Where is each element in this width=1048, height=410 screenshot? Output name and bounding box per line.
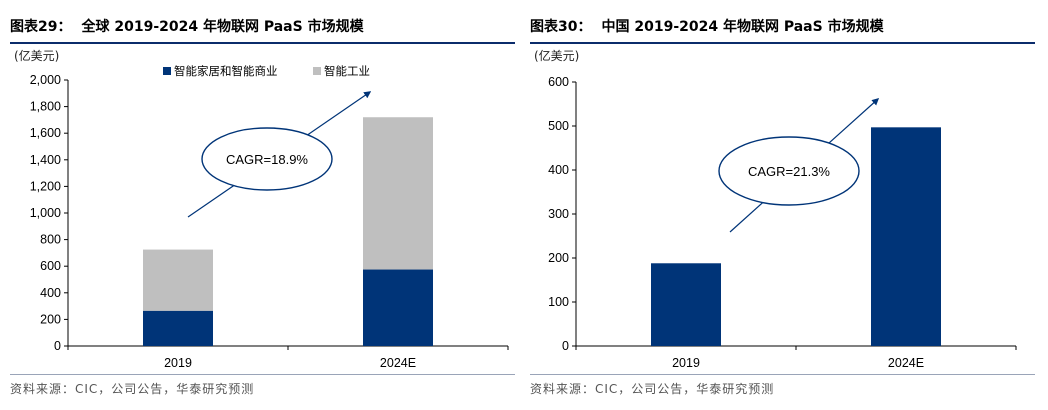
bar-2024E-series-0	[871, 127, 941, 346]
legend-swatch	[313, 67, 321, 75]
legend-label: 智能家居和智能商业	[174, 64, 278, 78]
y-tick-label: 400	[40, 286, 61, 300]
y-tick-label: 200	[548, 251, 569, 265]
x-tick-label: 2019	[164, 356, 192, 370]
unit-label: (亿美元)	[534, 49, 580, 63]
x-tick-label: 2024E	[888, 356, 924, 370]
y-tick-label: 1,600	[30, 126, 61, 140]
bar-2019-series-0	[143, 310, 213, 346]
bar-2019-series-1	[143, 249, 213, 311]
y-tick-label: 2,000	[30, 73, 61, 87]
y-tick-label: 0	[562, 339, 569, 353]
cagr-ellipse	[201, 127, 333, 191]
source-note: 资料来源：CIC，公司公告，华泰研究预测	[530, 374, 1035, 397]
legend-label: 智能工业	[324, 64, 370, 78]
cagr-ellipse	[718, 136, 860, 206]
bar-2019-series-0	[651, 263, 721, 346]
y-tick-label: 1,200	[30, 179, 61, 193]
chart-panel-global: 图表29： 全球 2019-2024 年物联网 PaaS 市场规模 (亿美元) C…	[10, 0, 520, 410]
chart-global-paas: CAGR=18.9% 0 200 400 600 800 1,000 1,200 1,400 1,…	[30, 64, 509, 370]
y-tick-label: 1,800	[30, 100, 61, 114]
y-tick-label: 1,000	[30, 206, 61, 220]
figure-title-text: 全球 2019-2024 年物联网 PaaS 市场规模	[81, 19, 364, 35]
source-note: 资料来源：CIC，公司公告，华泰研究预测	[10, 374, 515, 397]
cagr-label: CAGR=18.9%	[226, 152, 308, 167]
y-tick-label: 600	[40, 259, 61, 273]
figure-title: 图表30： 中国 2019-2024 年物联网 PaaS 市场规模	[530, 16, 1035, 44]
chart-panel-china: 图表30： 中国 2019-2024 年物联网 PaaS 市场规模 (亿美元) C…	[530, 0, 1040, 410]
y-tick-label: 800	[40, 233, 61, 247]
unit-label: (亿美元)	[14, 49, 60, 63]
y-tick-label: 400	[548, 163, 569, 177]
y-tick-label: 600	[548, 75, 569, 89]
legend-swatch	[163, 67, 171, 75]
x-tick-label: 2019	[672, 356, 700, 370]
y-tick-label: 100	[548, 295, 569, 309]
y-tick-label: 1,400	[30, 153, 61, 167]
chart-china-paas: CAGR=21.3% 0 100 200 300 400 500 600 2019 2024E	[548, 75, 1017, 370]
figure-title-text: 中国 2019-2024 年物联网 PaaS 市场规模	[601, 19, 884, 35]
y-tick-label: 200	[40, 312, 61, 326]
y-tick-label: 500	[548, 119, 569, 133]
y-tick-label: 0	[54, 339, 61, 353]
bar-2024E-series-1	[363, 117, 433, 270]
figure-number: 图表29：	[10, 19, 72, 35]
figure-title: 图表29： 全球 2019-2024 年物联网 PaaS 市场规模	[10, 16, 515, 44]
bar-2024E-series-0	[363, 269, 433, 346]
y-tick-label: 300	[548, 207, 569, 221]
cagr-label: CAGR=21.3%	[748, 164, 830, 179]
figure-number: 图表30：	[530, 19, 592, 35]
x-tick-label: 2024E	[380, 356, 416, 370]
